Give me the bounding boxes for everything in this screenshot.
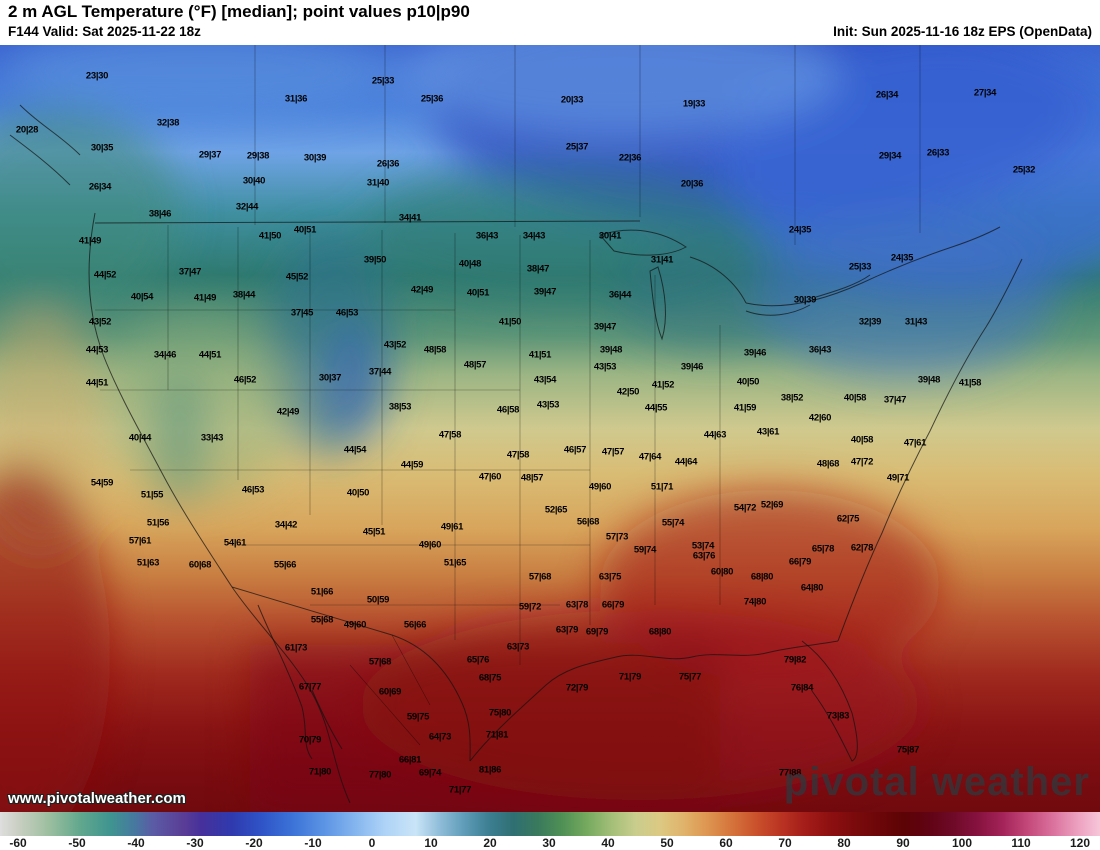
init-time-label: Init: Sun 2025-11-16 18z EPS (OpenData) (833, 24, 1092, 39)
colorbar-tick-label: 70 (778, 836, 792, 850)
colorbar-tick-label: 100 (951, 836, 973, 850)
watermark-url: www.pivotalweather.com (8, 790, 186, 807)
coastline-borders (9, 104, 1023, 804)
colorbar-tick-label: 110 (1011, 836, 1031, 850)
colorbar-tick-label: 20 (483, 836, 497, 850)
colorbar-tick-label: 30 (542, 836, 556, 850)
brand-watermark: pivotal weather (783, 760, 1090, 804)
colorbar-tick-label: 120 (1069, 836, 1091, 850)
colorbar-tick-label: 0 (368, 836, 376, 850)
colorbar-tick-labels: -60 -50 -40 -30 -20 -10 0 10 20 30 40 50 60 70 80 90 100… (0, 836, 1100, 850)
map-svg (0, 45, 1100, 812)
page-title: 2 m AGL Temperature (°F) [median]; point… (8, 2, 470, 21)
colorbar-tick-label: 50 (660, 836, 674, 850)
colorbar-tick-label: 60 (719, 836, 733, 850)
map-canvas (0, 45, 1100, 812)
colorbar-tick-label: 40 (601, 836, 615, 850)
colorbar-tick-label: -30 (186, 836, 204, 850)
state-borders (95, 45, 921, 746)
colorbar-tick-label: -10 (304, 836, 322, 850)
temperature-field-overlays (0, 45, 1100, 812)
colorbar-gradient (0, 812, 1100, 836)
colorbar-tick-label: 90 (896, 836, 910, 850)
colorbar-tick-label: -60 (9, 836, 27, 850)
colorbar-tick-label: -50 (68, 836, 86, 850)
colorbar-tick-label: 80 (837, 836, 851, 850)
colorbar-tick-label: -40 (127, 836, 145, 850)
valid-time-label: F144 Valid: Sat 2025-11-22 18z (8, 24, 201, 39)
header: 2 m AGL Temperature (°F) [median]; point… (0, 0, 1100, 45)
colorbar-tick-label: 10 (424, 836, 438, 850)
colorbar-tick-label: -20 (245, 836, 263, 850)
